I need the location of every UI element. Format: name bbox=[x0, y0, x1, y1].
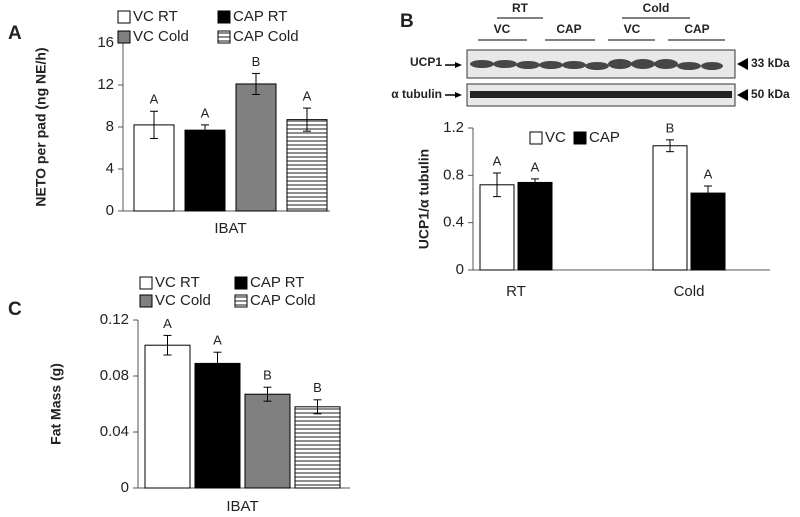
y-tick-label: 0 bbox=[456, 261, 464, 278]
bar bbox=[184, 129, 226, 212]
y-tick-label: 0.04 bbox=[100, 423, 129, 440]
blot-group: RT bbox=[512, 1, 529, 15]
blot-lane: CAP bbox=[684, 22, 709, 36]
significance-letter: A bbox=[213, 333, 222, 348]
y-axis-label: Fat Mass (g) bbox=[48, 363, 64, 445]
significance-letter: B bbox=[263, 368, 272, 383]
y-tick-label: 16 bbox=[97, 34, 114, 51]
significance-letter: A bbox=[201, 105, 210, 120]
blot-lane: VC bbox=[494, 22, 511, 36]
significance-letter: A bbox=[704, 166, 713, 181]
legend-swatch bbox=[217, 10, 231, 24]
significance-letter: A bbox=[531, 159, 540, 174]
significance-letter: A bbox=[303, 89, 312, 104]
bar bbox=[244, 393, 291, 489]
significance-letter: A bbox=[163, 316, 172, 331]
y-tick-label: 0.8 bbox=[443, 166, 464, 183]
blot-size: 33 kDa bbox=[751, 56, 790, 70]
bar bbox=[479, 184, 515, 271]
x-tick-label: Cold bbox=[674, 283, 705, 300]
legend-swatch bbox=[234, 294, 248, 308]
legend-label: VC RT bbox=[155, 274, 200, 291]
blot-size: 50 kDa bbox=[751, 87, 790, 101]
legend-label: CAP Cold bbox=[250, 292, 316, 309]
y-tick-label: 0.08 bbox=[100, 367, 129, 384]
x-tick-label: RT bbox=[506, 283, 526, 300]
blot-image bbox=[445, 17, 748, 107]
legend-label: VC Cold bbox=[155, 292, 211, 309]
significance-letter: B bbox=[252, 54, 261, 69]
legend-label: VC RT bbox=[133, 8, 178, 25]
significance-letter: A bbox=[150, 92, 159, 107]
y-tick-label: 12 bbox=[97, 76, 114, 93]
legend-label: CAP RT bbox=[233, 8, 287, 25]
y-tick-label: 8 bbox=[106, 118, 114, 135]
significance-letter: A bbox=[493, 153, 502, 168]
y-tick-label: 0.12 bbox=[100, 311, 129, 328]
legend-swatch bbox=[529, 131, 543, 145]
blot-row-label: α tubulin bbox=[391, 87, 442, 101]
blot-lane: CAP bbox=[556, 22, 581, 36]
blot-row-label: UCP1 bbox=[410, 55, 442, 69]
x-tick-label: IBAT bbox=[214, 220, 246, 237]
y-tick-label: 0.4 bbox=[443, 214, 464, 231]
bar bbox=[286, 119, 328, 212]
bar bbox=[133, 124, 175, 212]
y-tick-label: 0 bbox=[106, 202, 114, 219]
bar bbox=[652, 145, 688, 271]
bar bbox=[235, 83, 277, 212]
y-tick-label: 4 bbox=[106, 160, 114, 177]
legend-label: VC bbox=[545, 129, 566, 146]
legend-swatch bbox=[217, 30, 231, 44]
legend-swatch bbox=[139, 294, 153, 308]
bar bbox=[294, 406, 341, 489]
y-axis-label: UCP1/α tubulin bbox=[416, 149, 432, 249]
blot-group: Cold bbox=[643, 1, 670, 15]
y-tick-label: 0 bbox=[121, 479, 129, 496]
significance-letter: B bbox=[313, 380, 322, 395]
legend-label: VC Cold bbox=[133, 28, 189, 45]
bar bbox=[194, 362, 241, 489]
bar bbox=[144, 344, 191, 489]
legend-label: CAP RT bbox=[250, 274, 304, 291]
blot-lane: VC bbox=[624, 22, 641, 36]
legend-swatch bbox=[234, 276, 248, 290]
legend-label: CAP Cold bbox=[233, 28, 299, 45]
legend-swatch bbox=[117, 30, 131, 44]
y-tick-label: 1.2 bbox=[443, 119, 464, 136]
panel-label: A bbox=[8, 23, 22, 44]
panel-label: C bbox=[8, 299, 22, 320]
y-axis-label: NETO per pad (ng NE/h) bbox=[33, 47, 49, 206]
bar bbox=[517, 181, 553, 271]
legend-swatch bbox=[139, 276, 153, 290]
legend-swatch bbox=[117, 10, 131, 24]
significance-letter: B bbox=[666, 120, 675, 135]
legend-swatch bbox=[573, 131, 587, 145]
legend-label: CAP bbox=[589, 129, 620, 146]
bar bbox=[690, 192, 726, 271]
x-tick-label: IBAT bbox=[226, 498, 258, 515]
panel-label: B bbox=[400, 11, 414, 32]
